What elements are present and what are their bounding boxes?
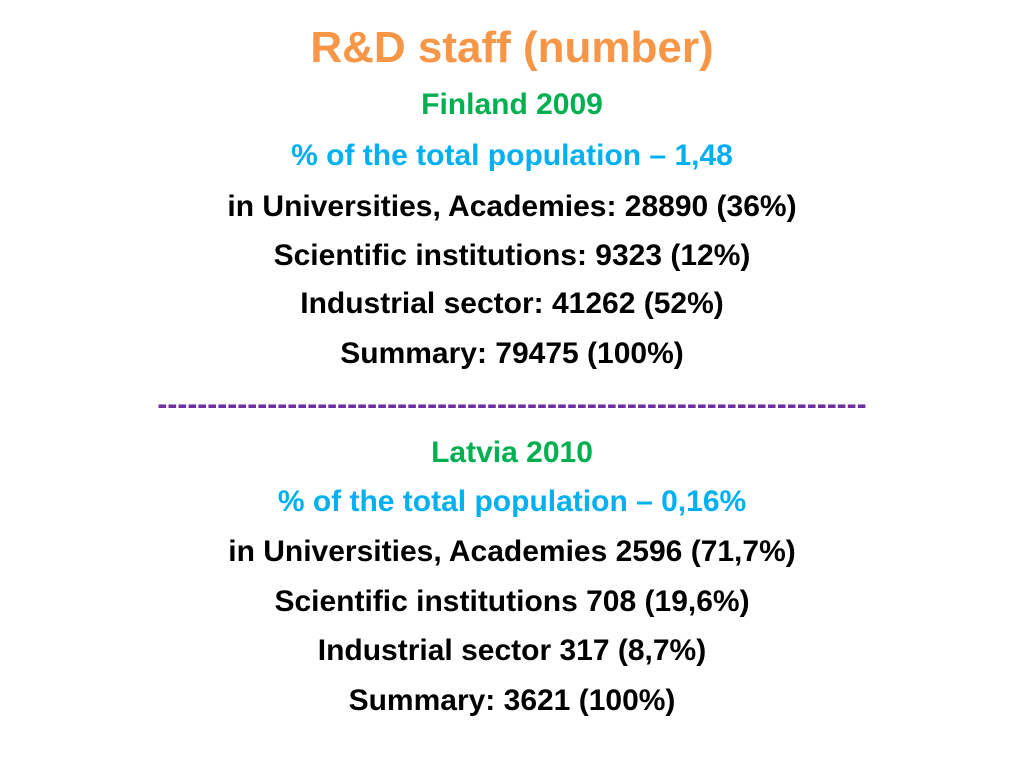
finland-universities: in Universities, Academies: 28890 (36%) (227, 190, 797, 223)
finland-industrial: Industrial sector: 41262 (52%) (300, 287, 724, 320)
finland-heading: Finland 2009 (421, 88, 603, 121)
slide-title: R&D staff (number) (310, 23, 714, 72)
finland-percent-line: % of the total population – 1,48 (291, 139, 733, 172)
latvia-universities: in Universities, Academies 2596 (71,7%) (228, 535, 796, 568)
finland-summary: Summary: 79475 (100%) (340, 337, 684, 370)
latvia-industrial: Industrial sector 317 (8,7%) (317, 634, 707, 667)
latvia-percent-line: % of the total population – 0,16% (277, 485, 747, 518)
latvia-scientific: Scientific institutions 708 (19,6%) (274, 585, 750, 618)
latvia-summary: Summary: 3621 (100%) (348, 684, 676, 717)
section-divider: ----------------------------------------… (157, 388, 867, 421)
latvia-heading: Latvia 2010 (431, 436, 593, 469)
finland-scientific: Scientific institutions: 9323 (12%) (273, 239, 751, 272)
